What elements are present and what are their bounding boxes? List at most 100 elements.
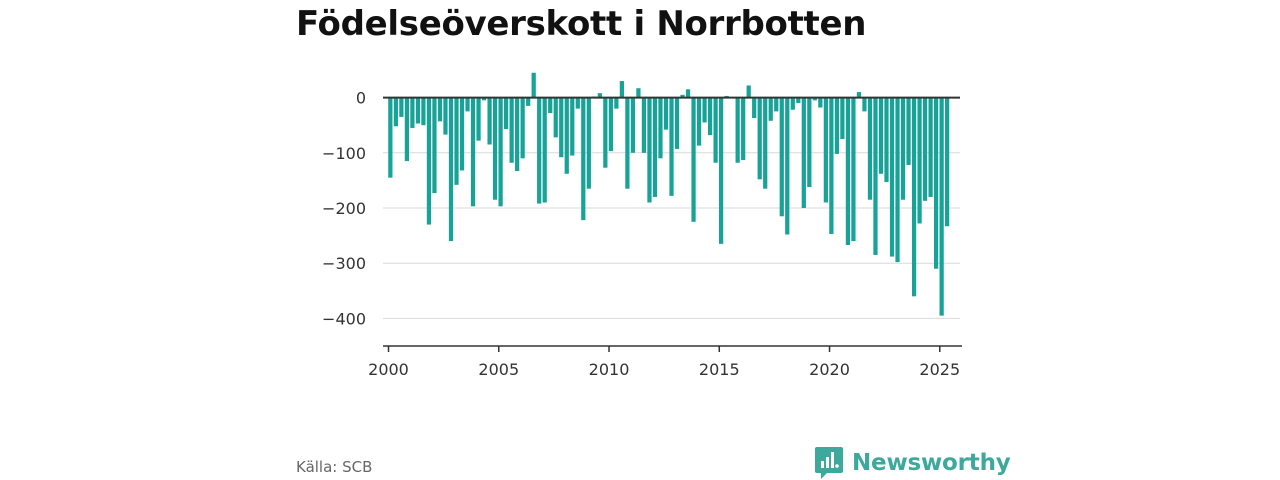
bar	[487, 97, 492, 145]
bar	[823, 97, 828, 203]
bar	[658, 97, 663, 159]
y-tick-label: −200	[322, 199, 366, 218]
bar	[553, 97, 558, 138]
bar	[531, 72, 536, 98]
bar	[663, 97, 669, 130]
bar	[619, 81, 624, 98]
bar	[410, 97, 415, 128]
bar	[454, 97, 459, 185]
bar	[856, 92, 862, 98]
bar	[498, 97, 503, 207]
bar	[415, 97, 421, 124]
bar	[719, 97, 724, 244]
y-tick-label: 0	[356, 89, 366, 108]
bar	[906, 97, 911, 165]
axes	[383, 96, 962, 352]
bar	[652, 97, 658, 197]
bar	[873, 97, 878, 255]
x-tick-label: 2010	[589, 360, 630, 379]
y-tick-label: −100	[322, 144, 366, 163]
bar	[603, 97, 608, 168]
bar	[421, 97, 426, 126]
bar	[520, 97, 525, 159]
bar	[774, 97, 779, 112]
x-tick-label: 2000	[368, 360, 409, 379]
bar	[922, 97, 928, 201]
x-tick-label: 2025	[919, 360, 960, 379]
bar	[741, 97, 746, 160]
source-note: Källa: SCB	[296, 458, 373, 476]
brand-logo[interactable]: Newsworthy	[814, 446, 1011, 480]
bar-chart: 0 −100 −200 −300 −400 2000 2005 2010 2015 2020 20…	[322, 72, 962, 379]
bar	[476, 97, 481, 141]
bar	[796, 97, 801, 104]
bar	[432, 97, 437, 194]
bar	[757, 97, 762, 180]
bar	[911, 97, 917, 297]
bar	[404, 97, 410, 162]
bar	[548, 97, 553, 114]
bar	[630, 97, 636, 153]
bar	[878, 97, 884, 174]
bar	[669, 97, 674, 196]
bar	[504, 97, 509, 130]
bar	[829, 97, 834, 234]
bar	[597, 93, 602, 98]
bar	[680, 94, 685, 98]
bar	[647, 97, 652, 203]
bar	[636, 88, 641, 98]
bar	[746, 85, 751, 98]
bar	[575, 97, 580, 109]
bar	[465, 97, 470, 112]
bar	[641, 97, 647, 153]
bar	[945, 97, 950, 227]
bar	[537, 97, 542, 204]
bar	[840, 97, 845, 139]
bar	[393, 97, 398, 127]
bar	[851, 97, 856, 242]
y-axis-tick-labels: 0 −100 −200 −300 −400	[322, 89, 366, 329]
bar	[515, 97, 520, 172]
bar	[437, 97, 443, 122]
bar	[481, 97, 487, 101]
bar	[807, 97, 812, 188]
bar	[448, 97, 454, 242]
bar	[426, 97, 432, 225]
bar	[526, 97, 531, 106]
bar	[559, 97, 564, 158]
bar	[685, 89, 691, 98]
y-tick-label: −400	[322, 309, 366, 328]
bar	[752, 97, 757, 119]
bar	[564, 97, 569, 174]
bar	[889, 97, 895, 257]
bar	[625, 97, 630, 189]
bar	[834, 97, 839, 154]
bar	[713, 97, 718, 163]
newsworthy-logo-icon	[815, 447, 843, 479]
chart-title: Födelseöverskott i Norrbotten	[296, 4, 867, 44]
bar	[790, 97, 795, 110]
bar	[801, 97, 806, 208]
x-tick-label: 2020	[809, 360, 850, 379]
bar	[763, 97, 768, 189]
bar	[818, 97, 823, 108]
bar	[928, 97, 933, 197]
bar	[895, 97, 900, 263]
bar	[542, 97, 547, 203]
bar	[867, 97, 873, 200]
bar	[845, 97, 851, 245]
x-tick-label: 2005	[478, 360, 519, 379]
bar	[884, 97, 889, 183]
bar	[707, 97, 713, 136]
y-tick-label: −300	[322, 254, 366, 273]
bar	[939, 97, 944, 316]
bar	[399, 97, 404, 117]
bar	[581, 97, 586, 221]
bar	[509, 97, 514, 163]
x-tick-label: 2015	[699, 360, 740, 379]
bar	[388, 97, 393, 178]
bar	[702, 97, 707, 123]
bar	[674, 97, 680, 149]
bar	[779, 97, 784, 217]
bar	[614, 97, 619, 109]
